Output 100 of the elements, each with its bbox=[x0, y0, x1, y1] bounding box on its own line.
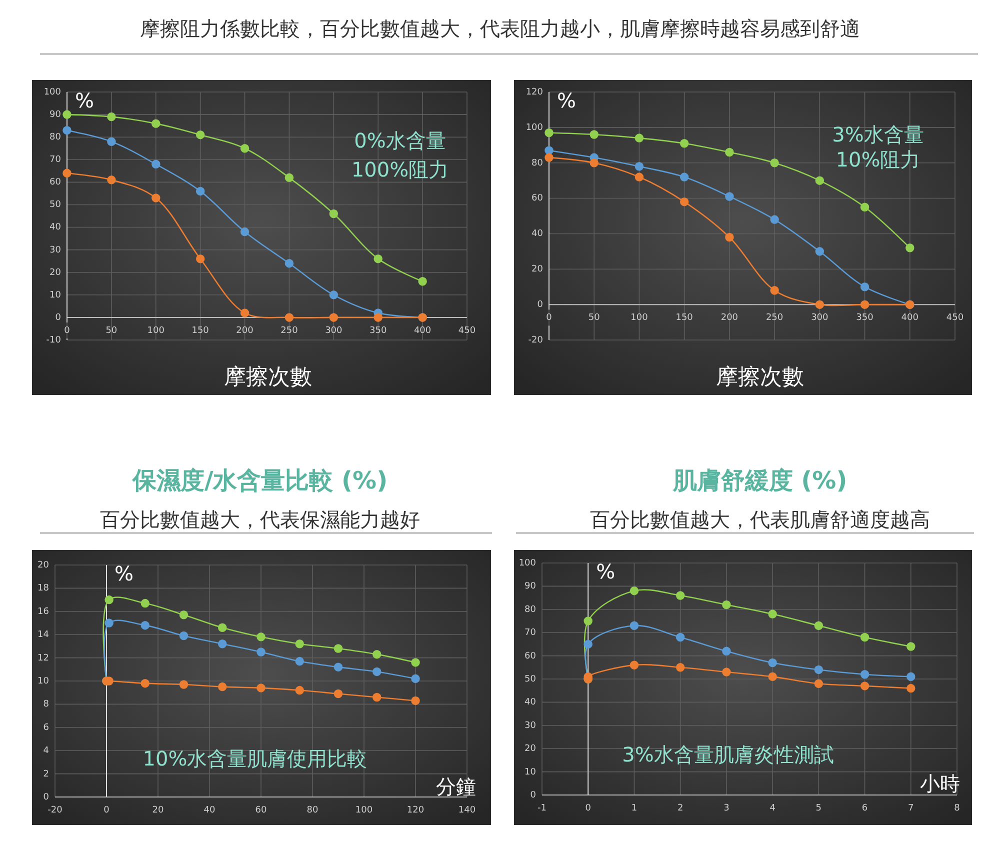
x-axis-title: 摩擦次數 bbox=[224, 365, 312, 390]
x-tick-label: 100 bbox=[147, 326, 165, 336]
x-tick-label: 140 bbox=[458, 805, 476, 816]
y-tick-label: 70 bbox=[50, 155, 62, 166]
chart-subtitle: 百分比數值越大，代表肌膚舒適度越高 bbox=[590, 507, 930, 532]
chart-subtitle: 百分比數值越大，代表保濕能力越好 bbox=[100, 507, 420, 532]
y-tick-label: 0 bbox=[43, 792, 50, 802]
x-tick-label: 200 bbox=[720, 313, 738, 324]
y-tick-label: 20 bbox=[532, 264, 544, 275]
point bbox=[374, 313, 382, 322]
point bbox=[768, 658, 777, 668]
point bbox=[196, 130, 205, 140]
x-tick-label: 300 bbox=[325, 326, 343, 336]
x-axis-title: 小時 bbox=[920, 771, 960, 796]
x-tick-label: 50 bbox=[588, 313, 600, 324]
x-tick-label: 350 bbox=[370, 326, 387, 336]
y-tick-label: 18 bbox=[38, 584, 50, 594]
point bbox=[814, 621, 824, 630]
y-tick-label: -10 bbox=[46, 335, 62, 346]
y-tick-label: 2 bbox=[43, 769, 49, 780]
point bbox=[179, 680, 188, 689]
point bbox=[770, 286, 779, 295]
point bbox=[634, 134, 644, 142]
point bbox=[104, 595, 114, 604]
x-tick-label: 8 bbox=[954, 803, 960, 814]
y-tick-label: 80 bbox=[50, 132, 62, 143]
point bbox=[329, 209, 338, 218]
y-tick-label: 120 bbox=[526, 87, 544, 98]
y-tick-label: 50 bbox=[50, 200, 62, 210]
point bbox=[722, 646, 731, 656]
point bbox=[372, 667, 382, 676]
point bbox=[329, 313, 338, 322]
x-tick-label: 150 bbox=[192, 326, 210, 336]
x-tick-label: 450 bbox=[458, 326, 476, 336]
point bbox=[676, 663, 685, 672]
x-tick-label: 350 bbox=[856, 313, 874, 324]
point bbox=[906, 244, 914, 252]
point bbox=[544, 128, 554, 138]
point bbox=[676, 591, 685, 600]
point bbox=[284, 313, 294, 322]
point bbox=[680, 139, 689, 148]
y-tick-label: 20 bbox=[38, 560, 50, 570]
point bbox=[725, 148, 734, 157]
point bbox=[329, 290, 338, 300]
y-tick-label: 90 bbox=[524, 582, 536, 592]
point bbox=[284, 258, 294, 268]
point bbox=[770, 215, 779, 224]
point bbox=[584, 616, 592, 626]
point bbox=[725, 192, 734, 201]
point bbox=[218, 623, 227, 632]
x-tick-label: 150 bbox=[676, 313, 694, 324]
annotation: 0%水含量 bbox=[354, 128, 446, 152]
x-axis-title: 摩擦次數 bbox=[716, 365, 804, 390]
x-tick-label: 120 bbox=[406, 805, 424, 816]
y-tick-label: 40 bbox=[50, 222, 62, 233]
y-tick-label: 10 bbox=[524, 767, 536, 778]
x-tick-label: 1 bbox=[631, 803, 638, 814]
point bbox=[906, 672, 916, 682]
x-axis-title: 分鐘 bbox=[436, 774, 476, 798]
x-tick-label: 60 bbox=[255, 805, 267, 816]
x-tick-label: -1 bbox=[538, 803, 546, 814]
point bbox=[372, 650, 382, 659]
point bbox=[680, 172, 689, 182]
point bbox=[906, 642, 916, 651]
point bbox=[584, 640, 592, 649]
point bbox=[374, 254, 382, 264]
point bbox=[179, 631, 188, 640]
point bbox=[630, 621, 639, 630]
point bbox=[196, 186, 205, 196]
y-axis-title: % bbox=[557, 88, 576, 112]
point bbox=[860, 300, 870, 309]
point bbox=[590, 158, 598, 168]
point bbox=[179, 610, 188, 620]
y-tick-label: 10 bbox=[38, 676, 50, 686]
y-tick-label: 4 bbox=[43, 746, 50, 756]
x-tick-label: 20 bbox=[152, 805, 164, 816]
annotation: 100%阻力 bbox=[351, 157, 449, 182]
point bbox=[411, 674, 420, 684]
x-tick-label: 200 bbox=[236, 326, 254, 336]
point bbox=[768, 610, 777, 618]
point bbox=[860, 202, 870, 212]
y-tick-label: 0 bbox=[530, 790, 536, 800]
point bbox=[140, 678, 150, 688]
y-axis-title: % bbox=[75, 88, 94, 112]
point bbox=[334, 662, 343, 672]
x-tick-label: 5 bbox=[816, 803, 822, 814]
point bbox=[256, 684, 266, 692]
y-tick-label: 100 bbox=[518, 558, 536, 568]
y-axis-title: % bbox=[596, 559, 616, 584]
point bbox=[240, 308, 250, 318]
point bbox=[218, 682, 227, 692]
x-tick-label: 400 bbox=[901, 313, 919, 324]
point bbox=[770, 158, 779, 168]
y-tick-label: 6 bbox=[43, 722, 50, 733]
chart-title: 肌膚舒緩度 (%) bbox=[672, 466, 848, 495]
point bbox=[768, 672, 777, 682]
point bbox=[815, 247, 824, 256]
y-tick-label: 30 bbox=[524, 720, 536, 731]
point bbox=[62, 168, 72, 178]
point bbox=[411, 658, 420, 667]
